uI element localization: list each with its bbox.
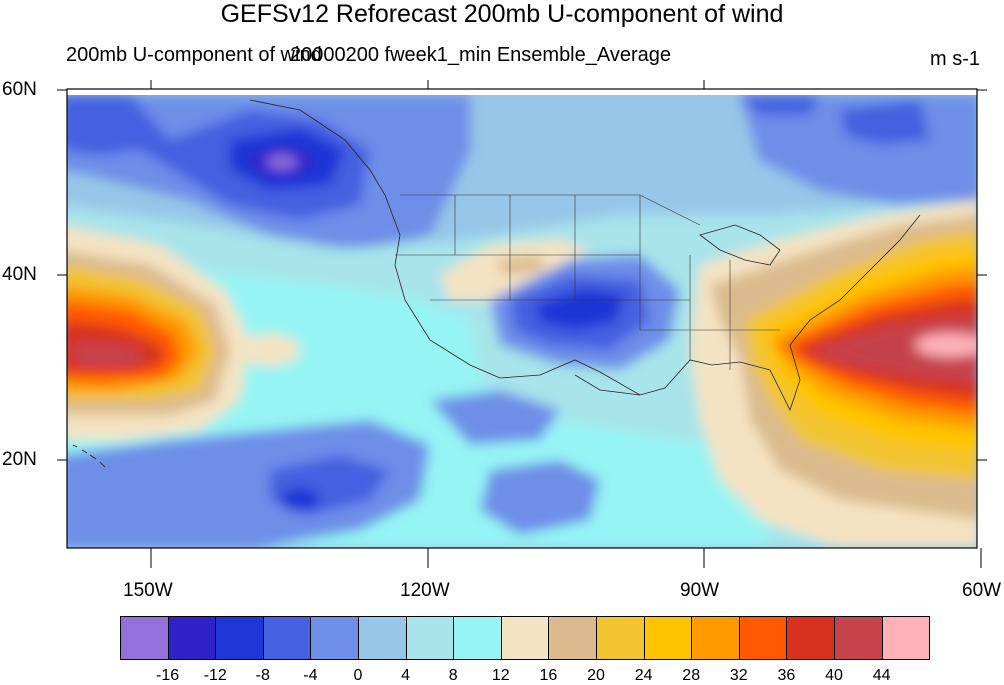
great-lakes	[699, 224, 781, 266]
contour-band-10	[840, 100, 930, 145]
colorbar-box	[310, 616, 359, 660]
colorbar-label: 36	[777, 667, 796, 684]
lat-label-20n: 20N	[2, 449, 37, 470]
pacific-northwest-coast	[249, 99, 386, 196]
colorbar-box	[786, 616, 835, 660]
colorbar-label: -16	[156, 667, 180, 684]
colorbar-box	[405, 616, 455, 660]
colorbar-box	[596, 616, 645, 660]
left-subtitle: 200mb U-component of wind	[66, 44, 322, 66]
colorbar-label: -12	[203, 667, 227, 684]
contour-band-11	[740, 95, 820, 115]
colorbar-label: 8	[448, 667, 458, 684]
tick-marks	[57, 80, 987, 568]
state-boundaries	[395, 194, 780, 370]
colorbar-box	[358, 616, 407, 660]
colorbar-box	[453, 616, 502, 660]
colorbar-label: 32	[729, 667, 748, 684]
hawaii-islands	[72, 444, 106, 468]
colorbar-box	[120, 616, 169, 660]
north-america-coastline	[384, 194, 921, 412]
lat-label-40n: 40N	[2, 264, 37, 285]
contour-band-18	[430, 390, 560, 445]
colorbar-box	[548, 616, 597, 660]
lon-label-60w: 60W	[962, 580, 1002, 601]
colorbar-box	[215, 616, 264, 660]
contour-band-14	[67, 420, 430, 548]
colorbar-box	[167, 616, 217, 660]
colorbar-label: 28	[682, 667, 701, 684]
contour-band-17	[480, 460, 600, 535]
contour-band-5	[67, 95, 370, 220]
contour-band-8	[266, 155, 298, 169]
contour-field	[67, 95, 977, 548]
lon-label-90w: 90W	[680, 580, 720, 601]
units-label: m s-1	[930, 48, 980, 70]
colorbar-box	[262, 616, 312, 660]
colorbar-box	[738, 616, 788, 660]
plot-frame	[66, 88, 978, 549]
lon-label-150w: 150W	[123, 580, 173, 601]
colorbar-label: 4	[401, 667, 411, 684]
contour-band-31	[240, 334, 300, 366]
colorbar-label: 0	[353, 667, 363, 684]
colorbar-box	[834, 616, 883, 660]
colorbar-label: 24	[634, 667, 653, 684]
colorbar-label: 44	[872, 667, 891, 684]
colorbar-box	[881, 616, 931, 660]
contour-band-39	[810, 315, 977, 385]
gulf-coastline	[574, 374, 641, 396]
contour-band-21	[535, 288, 625, 330]
contour-band-40	[915, 333, 977, 357]
colorbar-label: 12	[491, 667, 510, 684]
contour-band-30	[75, 340, 148, 367]
colorbar-label: 20	[587, 667, 605, 684]
lat-label-60n: 60N	[2, 79, 37, 100]
colorbar-label: -4	[303, 667, 318, 684]
colorbar-label: -8	[255, 667, 270, 684]
coastlines	[72, 99, 921, 468]
colorbar-label: 40	[825, 667, 843, 684]
plot-title: GEFSv12 Reforecast 200mb U-component of …	[220, 0, 784, 28]
lon-label-120w: 120W	[400, 580, 450, 601]
colorbar-box	[500, 616, 550, 660]
contour-band-23	[495, 255, 545, 275]
colorbar-box	[691, 616, 740, 660]
left-subtitle-overlap: 20000200 fweek1_min Ensemble_Average	[290, 44, 672, 66]
contour-band-16	[280, 488, 320, 512]
colorbar-label: 16	[539, 667, 558, 684]
colorbar-box	[643, 616, 693, 660]
